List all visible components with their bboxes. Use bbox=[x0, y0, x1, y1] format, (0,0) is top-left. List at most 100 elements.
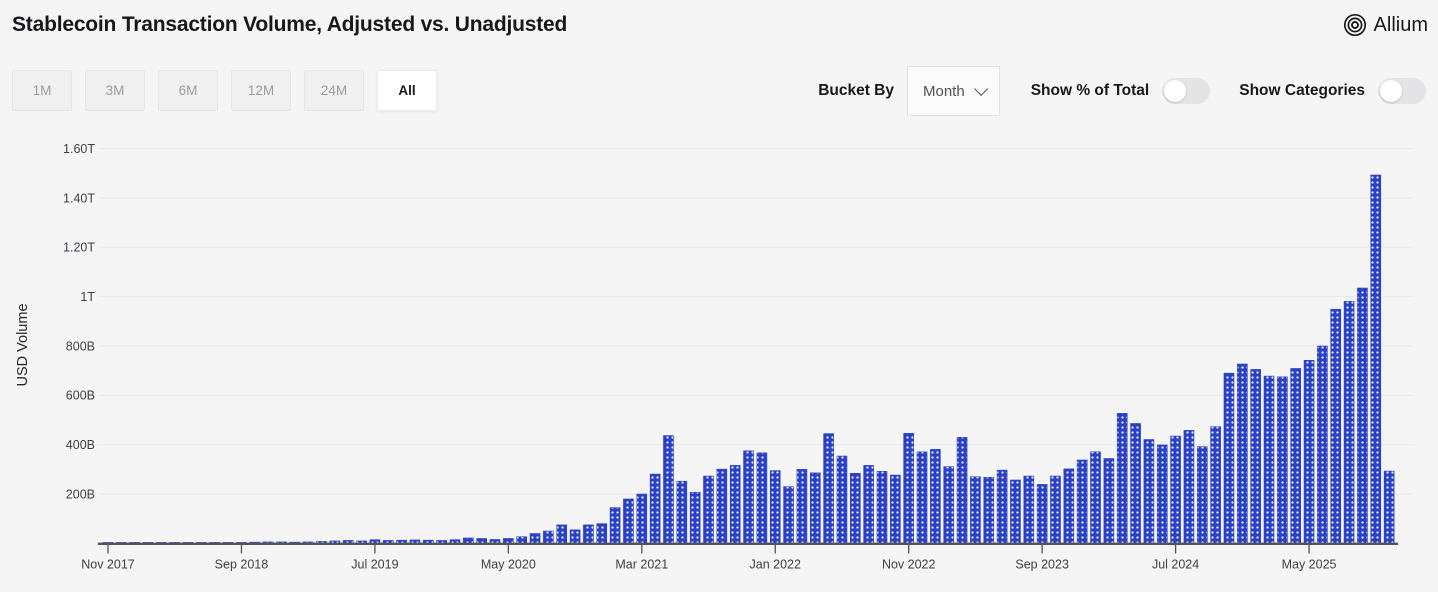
bar-aug-2024[interactable] bbox=[1183, 430, 1195, 544]
y-tick-label: 1.40T bbox=[63, 191, 95, 205]
bar-jul-2020[interactable] bbox=[529, 533, 541, 544]
bar-jun-2023[interactable] bbox=[996, 469, 1008, 544]
bar-mar-2024[interactable] bbox=[1116, 413, 1128, 544]
bar-sep-2022[interactable] bbox=[876, 471, 888, 544]
show-categories-toggle[interactable] bbox=[1378, 78, 1426, 104]
bar-aug-2020[interactable] bbox=[543, 530, 554, 544]
y-tick-label: 200B bbox=[66, 487, 95, 501]
bar-sep-2020[interactable] bbox=[556, 524, 568, 544]
bar-aug-2022[interactable] bbox=[863, 465, 874, 544]
bar-nov-2020[interactable] bbox=[583, 524, 594, 544]
show-percent-toggle[interactable] bbox=[1162, 78, 1211, 104]
x-tick-label: Sep 2018 bbox=[215, 558, 269, 572]
bar-may-2023[interactable] bbox=[983, 476, 995, 544]
bar-mar-2023[interactable] bbox=[956, 436, 968, 544]
y-tick-label: 400B bbox=[66, 438, 95, 452]
bar-jul-2025[interactable] bbox=[1330, 308, 1342, 544]
bar-nov-2023[interactable] bbox=[1063, 468, 1075, 544]
toggle-knob bbox=[1164, 80, 1187, 102]
bar-oct-2023[interactable] bbox=[1050, 475, 1061, 544]
bar-mar-2022[interactable] bbox=[796, 469, 808, 544]
x-tick-label: Nov 2022 bbox=[882, 558, 936, 572]
bar-nov-2021[interactable] bbox=[743, 450, 754, 544]
bar-dec-2020[interactable] bbox=[596, 523, 608, 544]
allium-rings-icon bbox=[1341, 11, 1369, 39]
brand-name: Allium bbox=[1373, 13, 1428, 36]
bar-feb-2022[interactable] bbox=[783, 486, 794, 544]
bar-jun-2020[interactable] bbox=[516, 536, 527, 544]
bar-feb-2021[interactable] bbox=[623, 498, 634, 544]
bar-mar-2021[interactable] bbox=[636, 493, 648, 544]
bar-dec-2022[interactable] bbox=[916, 451, 928, 544]
bar-jul-2021[interactable] bbox=[689, 492, 701, 544]
bar-sep-2023[interactable] bbox=[1036, 484, 1048, 544]
bar-nov-2025[interactable] bbox=[1383, 470, 1395, 544]
y-axis-labels: 200B 400B 600B 800B 1T 1.20T 1.40T 1.60T bbox=[63, 142, 95, 501]
bar-aug-2023[interactable] bbox=[1023, 475, 1035, 544]
y-tick-label: 1.20T bbox=[63, 241, 95, 255]
range-buttons: 1M 3M 6M 12M 24M All bbox=[12, 70, 437, 111]
y-tick-label: 800B bbox=[66, 339, 95, 353]
bar-jun-2025[interactable] bbox=[1317, 345, 1328, 544]
show-percent-label: Show % of Total bbox=[1030, 82, 1150, 99]
bar-oct-2020[interactable] bbox=[569, 529, 581, 544]
bar-feb-2024[interactable] bbox=[1103, 458, 1115, 544]
y-axis-title: USD Volume bbox=[15, 303, 31, 386]
bar-aug-2025[interactable] bbox=[1343, 301, 1355, 544]
bar-apr-2022[interactable] bbox=[809, 472, 821, 544]
bar-jun-2024[interactable] bbox=[1156, 444, 1168, 544]
x-tick-label: May 2020 bbox=[481, 558, 536, 572]
bar-nov-2024[interactable] bbox=[1223, 372, 1235, 544]
bar-sep-2024[interactable] bbox=[1196, 446, 1208, 544]
bucket-by-select[interactable]: Month bbox=[907, 66, 1000, 116]
range-button-3m[interactable]: 3M bbox=[85, 70, 145, 111]
bar-may-2024[interactable] bbox=[1143, 439, 1155, 544]
chart-controls: Bucket By Month Show % of Total Show Cat… bbox=[818, 66, 1426, 116]
bar-sep-2021[interactable] bbox=[716, 468, 728, 544]
bar-oct-2024[interactable] bbox=[1210, 426, 1221, 544]
bar-apr-2024[interactable] bbox=[1130, 423, 1141, 544]
bar-aug-2021[interactable] bbox=[703, 475, 714, 544]
allium-logo[interactable]: Allium bbox=[1341, 11, 1428, 39]
bar-jun-2022[interactable] bbox=[836, 455, 848, 544]
bar-nov-2022[interactable] bbox=[903, 433, 915, 544]
bar-apr-2025[interactable] bbox=[1290, 368, 1302, 544]
bar-jan-2024[interactable] bbox=[1090, 451, 1101, 544]
bar-jan-2021[interactable] bbox=[609, 507, 621, 544]
range-button-24m[interactable]: 24M bbox=[304, 70, 364, 111]
bar-feb-2025[interactable] bbox=[1263, 375, 1275, 544]
x-tick-label: Sep 2023 bbox=[1015, 558, 1069, 572]
bar-jun-2021[interactable] bbox=[676, 480, 688, 544]
bar-feb-2023[interactable] bbox=[943, 466, 955, 544]
bar-feb-2020[interactable] bbox=[463, 537, 474, 544]
bar-oct-2022[interactable] bbox=[890, 474, 901, 544]
x-tick-label: Mar 2021 bbox=[615, 558, 668, 572]
bar-may-2022[interactable] bbox=[823, 433, 834, 544]
bar-mar-2025[interactable] bbox=[1277, 376, 1288, 544]
bar-oct-2025[interactable] bbox=[1370, 174, 1382, 544]
bar-jul-2022[interactable] bbox=[850, 473, 861, 544]
bars bbox=[102, 174, 1395, 544]
bar-jan-2023[interactable] bbox=[930, 449, 941, 544]
bar-oct-2021[interactable] bbox=[729, 465, 741, 544]
bar-jan-2025[interactable] bbox=[1250, 369, 1261, 544]
bar-sep-2025[interactable] bbox=[1357, 287, 1368, 544]
range-button-1m[interactable]: 1M bbox=[12, 70, 72, 111]
x-tick-label: May 2025 bbox=[1282, 558, 1337, 572]
bar-jul-2023[interactable] bbox=[1010, 479, 1021, 544]
bar-dec-2023[interactable] bbox=[1076, 459, 1088, 544]
range-button-all[interactable]: All bbox=[377, 70, 437, 111]
bar-dec-2024[interactable] bbox=[1237, 363, 1248, 544]
bar-apr-2023[interactable] bbox=[970, 476, 981, 544]
bar-apr-2021[interactable] bbox=[649, 473, 661, 544]
x-tick-label: Jul 2024 bbox=[1152, 558, 1199, 572]
bar-may-2021[interactable] bbox=[663, 435, 674, 544]
bar-dec-2021[interactable] bbox=[756, 452, 768, 544]
range-button-6m[interactable]: 6M bbox=[158, 70, 218, 111]
bar-jan-2022[interactable] bbox=[769, 470, 781, 544]
range-button-12m[interactable]: 12M bbox=[231, 70, 291, 111]
bar-jul-2024[interactable] bbox=[1170, 435, 1181, 544]
bar-may-2025[interactable] bbox=[1303, 360, 1315, 544]
